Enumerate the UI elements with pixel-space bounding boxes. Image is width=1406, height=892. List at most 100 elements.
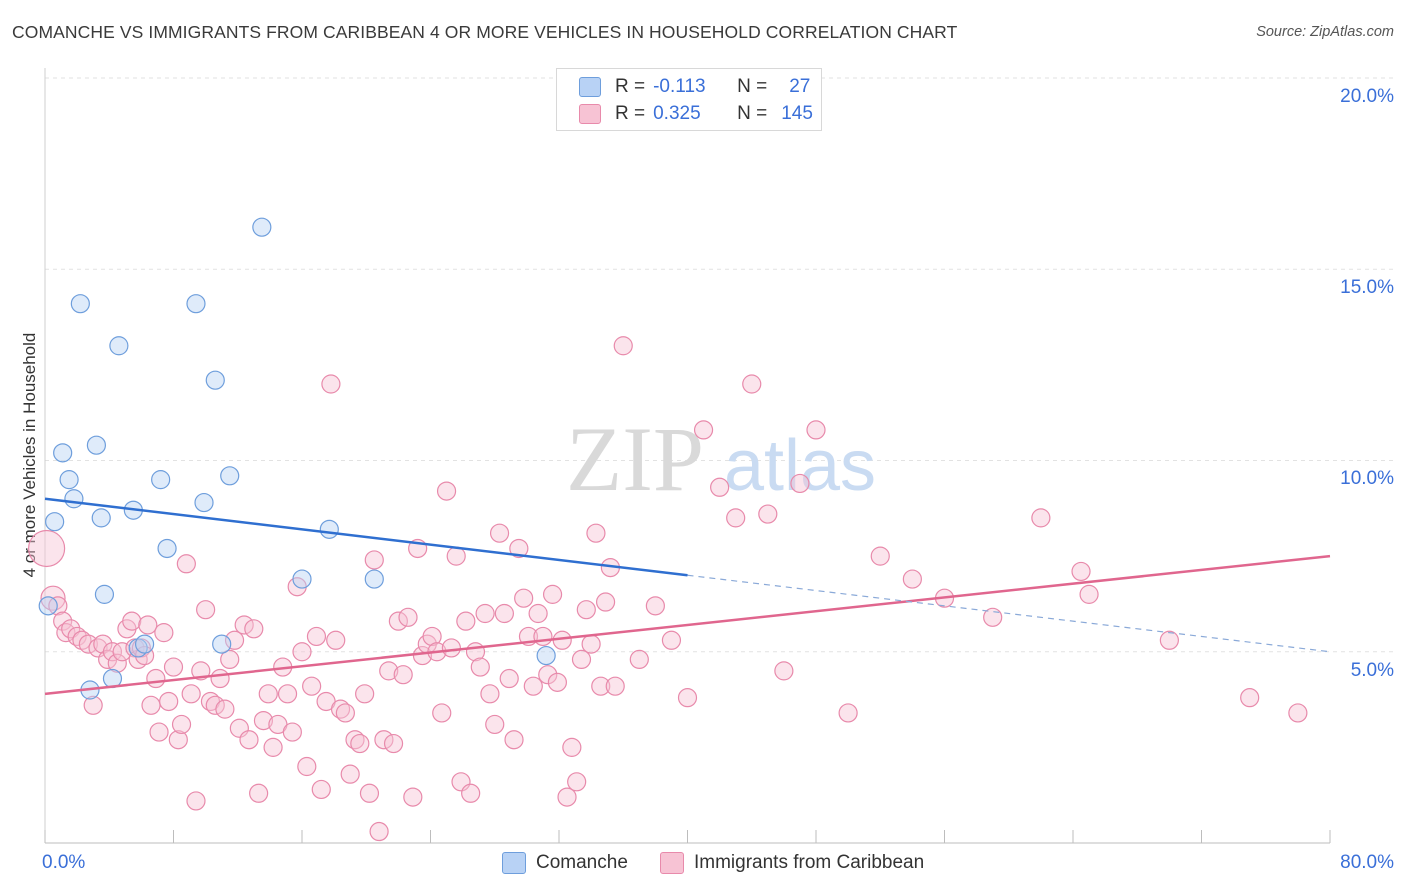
- comanche-point: [59, 470, 79, 490]
- caribbean-point: [870, 546, 890, 566]
- caribbean-point: [48, 596, 68, 616]
- legend-n-value: 27: [789, 76, 811, 97]
- caribbean-point: [112, 642, 132, 662]
- legend-r-label: R =: [615, 76, 646, 97]
- caribbean-point: [102, 642, 123, 662]
- caribbean-point: [311, 779, 331, 800]
- caribbean-point: [297, 756, 317, 777]
- caribbean-point: [790, 473, 810, 494]
- comanche-point: [86, 435, 107, 455]
- caribbean-point: [134, 645, 155, 666]
- caribbean-point: [205, 695, 225, 715]
- trend-lines: [44, 497, 1331, 696]
- caribbean-point: [422, 626, 442, 647]
- legend-n-label: N =: [737, 103, 768, 124]
- caribbean-point: [326, 630, 346, 650]
- caribbean-point: [567, 772, 587, 792]
- comanche-swatch: [502, 852, 526, 874]
- caribbean-point: [258, 684, 278, 704]
- caribbean-point: [350, 733, 370, 754]
- caribbean-point: [542, 584, 563, 604]
- chart-title: COMANCHE VS IMMIGRANTS FROM CARIBBEAN 4 …: [12, 22, 958, 42]
- caribbean-point: [774, 661, 794, 681]
- comanche-point: [151, 470, 171, 490]
- caribbean-point: [576, 600, 596, 620]
- legend-row-comanche: R = -0.113 N = 27: [579, 75, 810, 99]
- caribbean-point: [220, 649, 240, 670]
- x-tick-min: 0.0%: [42, 852, 86, 873]
- caribbean-point: [355, 684, 375, 704]
- caribbean-point: [1288, 703, 1308, 723]
- caribbean-point: [489, 523, 510, 543]
- zipatlas-watermark: ZIP atlas: [566, 408, 876, 510]
- caribbean-point: [533, 626, 553, 647]
- caribbean-point: [292, 642, 312, 662]
- gridlines: [45, 77, 1395, 653]
- caribbean-point: [1079, 584, 1099, 604]
- caribbean-point: [176, 554, 196, 574]
- legend-n-value: 145: [781, 103, 813, 124]
- caribbean-swatch: [579, 104, 601, 124]
- caribbean-point: [1031, 508, 1051, 528]
- caribbean-trend-line: [44, 554, 1331, 696]
- caribbean-point: [239, 730, 259, 750]
- caribbean-point: [902, 569, 922, 589]
- caribbean-point: [1159, 630, 1179, 650]
- caribbean-point: [61, 619, 81, 639]
- comanche-point: [38, 596, 58, 616]
- caribbean-point: [215, 699, 235, 719]
- caribbean-point: [369, 821, 389, 842]
- caribbean-point: [163, 657, 184, 677]
- comanche-point: [212, 634, 232, 654]
- caribbean-point: [838, 703, 858, 723]
- caribbean-point: [388, 611, 408, 631]
- caribbean-point: [159, 691, 179, 712]
- caribbean-point: [475, 603, 495, 624]
- y-tick-10: 10.0%: [1340, 468, 1394, 489]
- y-tick-20: 20.0%: [1340, 86, 1394, 107]
- caribbean-point: [523, 676, 543, 696]
- caribbean-point: [446, 546, 466, 566]
- comanche-trend-extrapolation: [687, 574, 1331, 653]
- caribbean-point: [528, 603, 548, 624]
- caribbean-point: [514, 588, 534, 608]
- caribbean-point: [149, 722, 169, 742]
- caribbean-point: [398, 607, 418, 627]
- y-tick-5: 5.0%: [1350, 660, 1394, 681]
- x-tick-max: 80.0%: [1340, 852, 1394, 873]
- caribbean-point: [1240, 688, 1260, 708]
- caribbean-point: [557, 787, 577, 807]
- caribbean-point: [504, 730, 524, 750]
- caribbean-point: [581, 634, 601, 654]
- comanche-point: [220, 466, 240, 486]
- comanche-trend-line: [44, 497, 688, 577]
- caribbean-point: [224, 630, 245, 650]
- comanche-swatch: [579, 77, 601, 97]
- caribbean-point: [591, 676, 611, 696]
- bottom-legend-comanche: Comanche: [502, 852, 628, 874]
- bottom-legend-label: Comanche: [536, 852, 628, 873]
- legend-r-value: 0.325: [653, 103, 701, 124]
- caribbean-point: [547, 672, 567, 692]
- comanche-point: [64, 489, 84, 509]
- legend-n-label: N =: [737, 76, 768, 97]
- bottom-legend-label: Immigrants from Caribbean: [694, 852, 925, 873]
- caribbean-point: [613, 336, 633, 356]
- caribbean-point: [53, 611, 73, 631]
- caribbean-point: [374, 730, 394, 750]
- caribbean-point: [742, 374, 762, 394]
- comanche-point: [45, 512, 65, 532]
- caribbean-swatch: [660, 852, 684, 874]
- caribbean-point: [480, 684, 500, 704]
- comanche-point: [157, 538, 177, 559]
- caribbean-point: [403, 787, 423, 807]
- caribbean-points: [28, 336, 1308, 842]
- caribbean-point: [306, 626, 327, 647]
- caribbean-point: [186, 791, 206, 811]
- caribbean-point: [234, 615, 254, 635]
- caribbean-point: [210, 668, 230, 689]
- legend-row-caribbean: R = 0.325 N = 145: [579, 102, 813, 126]
- comanche-point: [53, 443, 73, 463]
- axes: [44, 68, 1331, 844]
